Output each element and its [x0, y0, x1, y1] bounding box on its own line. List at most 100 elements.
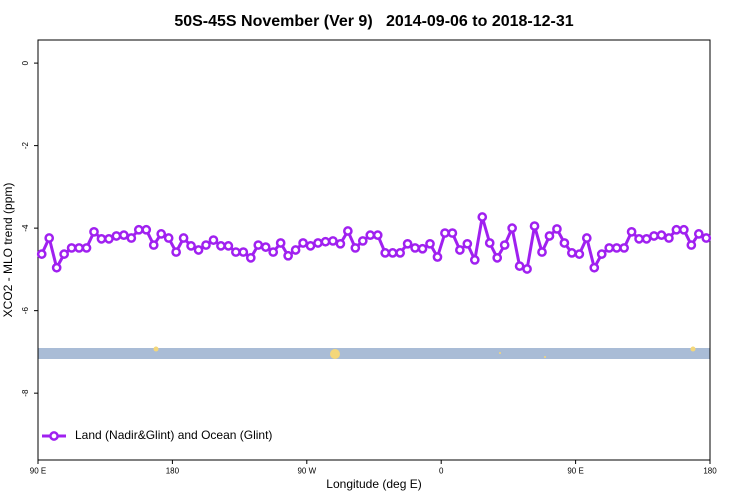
data-point	[372, 230, 383, 240]
data-point	[589, 262, 600, 273]
data-point	[387, 248, 398, 258]
y-axis-label: XCO2 - MLO trend (ppm)	[1, 183, 15, 318]
data-point	[537, 247, 547, 257]
data-point	[693, 229, 704, 239]
data-point	[119, 230, 129, 240]
data-point	[567, 248, 577, 258]
data-point	[335, 238, 346, 249]
data-point	[193, 245, 204, 255]
data-point	[126, 233, 137, 243]
data-point	[514, 261, 525, 271]
data-point	[44, 233, 55, 243]
data-point	[74, 243, 84, 253]
data-point	[104, 234, 114, 244]
data-point	[634, 234, 644, 244]
data-point	[432, 252, 443, 262]
y-tick-label: -4	[21, 224, 30, 232]
data-point	[447, 228, 458, 238]
data-point	[223, 241, 234, 251]
data-point	[686, 240, 697, 250]
data-point	[260, 242, 271, 252]
data-point	[156, 229, 167, 239]
land-markers	[153, 346, 696, 359]
data-point	[89, 226, 99, 237]
data-point	[455, 245, 465, 255]
data-point	[148, 240, 159, 250]
data-point	[253, 240, 264, 250]
data-point	[701, 233, 712, 243]
data-point	[380, 248, 391, 258]
data-point	[604, 243, 615, 253]
data-point	[664, 233, 674, 243]
data-point	[596, 249, 607, 259]
x-tick-label: 180	[703, 467, 717, 476]
data-point	[208, 235, 219, 245]
data-point	[626, 226, 637, 237]
data-point	[357, 236, 368, 246]
data-point	[238, 247, 249, 257]
x-axis-label: Longitude (deg E)	[326, 477, 421, 491]
data-point	[522, 264, 532, 274]
data-point	[649, 231, 659, 241]
data-point	[275, 238, 286, 248]
data-point	[492, 252, 503, 263]
data-point	[51, 262, 62, 273]
x-tick-label: 0	[439, 467, 444, 476]
y-tick-label: -2	[21, 142, 30, 150]
data-point	[343, 226, 353, 236]
data-point	[163, 233, 174, 243]
x-tick-label: 90 W	[297, 467, 316, 476]
plot-frame	[37, 39, 711, 461]
data-point	[283, 250, 293, 261]
data-point	[641, 234, 652, 244]
data-point	[111, 231, 122, 241]
data-point	[417, 243, 428, 254]
data-point	[59, 249, 69, 259]
data-point	[619, 243, 629, 253]
data-point	[574, 249, 585, 259]
data-point	[231, 247, 241, 257]
data-point	[425, 238, 435, 249]
data-point	[365, 230, 376, 240]
data-point	[305, 241, 316, 251]
data-point	[410, 243, 420, 253]
data-point	[171, 247, 181, 257]
data-point	[402, 238, 413, 249]
data-point	[81, 243, 92, 253]
data-point	[395, 248, 405, 258]
data-point	[477, 212, 488, 222]
data-point	[133, 224, 144, 235]
y-tick-label: -6	[21, 307, 30, 315]
data-point	[245, 252, 256, 263]
ocean-band	[38, 348, 710, 359]
data-point	[656, 230, 667, 240]
data-point	[313, 238, 323, 248]
x-tick-label: 90 E	[30, 467, 46, 476]
data-point	[462, 238, 473, 249]
data-point	[440, 228, 450, 238]
chart-title: 50S-45S November (Ver 9) 2014-09-06 to 2…	[174, 13, 573, 30]
data-point	[36, 249, 47, 259]
data-point	[216, 241, 226, 251]
data-point	[469, 255, 480, 265]
data-point	[178, 233, 189, 243]
data-point	[96, 234, 107, 244]
data-point	[611, 243, 622, 253]
series-line	[40, 216, 707, 272]
data-point	[671, 224, 682, 235]
legend-marker	[49, 431, 59, 441]
data-point	[499, 240, 510, 250]
data-point	[529, 221, 540, 231]
data-point	[186, 241, 196, 251]
data-point	[559, 238, 570, 248]
y-tick-label: 0	[21, 60, 30, 65]
data-point	[290, 245, 301, 255]
legend-label: Land (Nadir&Glint) and Ocean (Glint)	[75, 428, 272, 442]
data-point	[581, 233, 592, 243]
data-point	[141, 224, 152, 235]
legend-item: Land (Nadir&Glint) and Ocean (Glint)	[42, 428, 272, 442]
data-point	[268, 247, 279, 257]
data-point	[350, 243, 361, 253]
